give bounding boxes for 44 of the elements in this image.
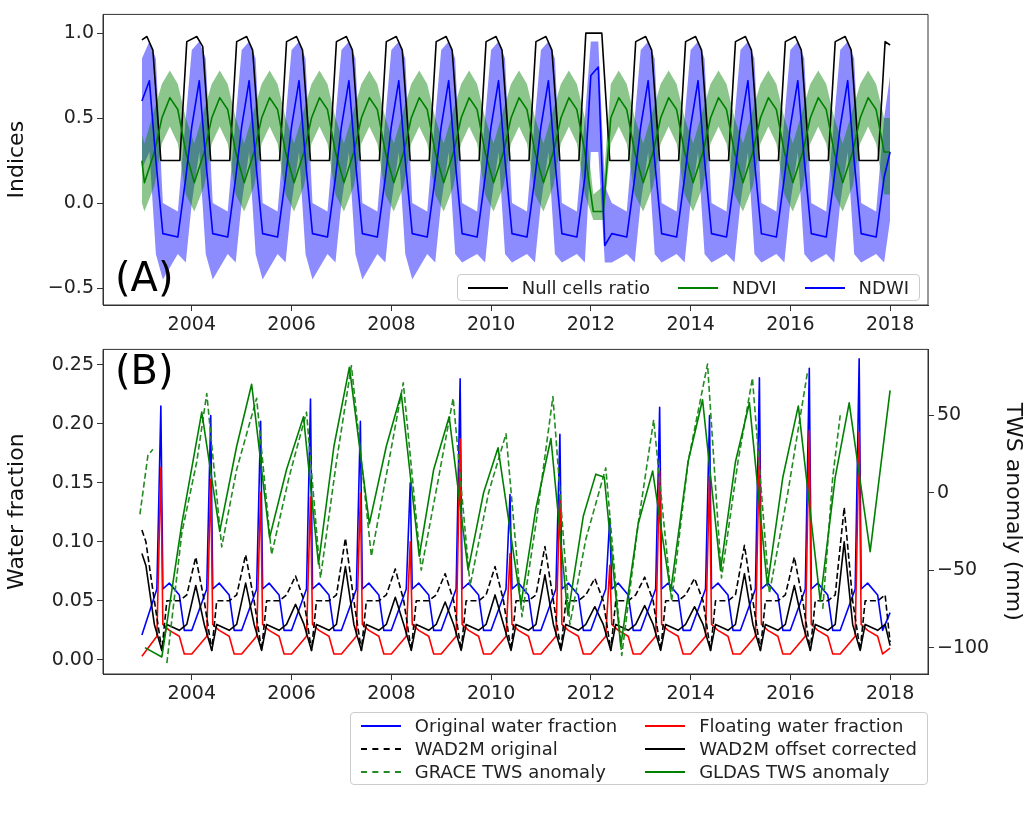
legend-label: GLDAS TWS anomaly (699, 761, 890, 782)
y-tick-label: −0.5 (47, 274, 94, 297)
x-tick-label: 2012 (566, 681, 615, 704)
y-tick-label: 0.00 (51, 646, 94, 669)
y-tick-label: 0.0 (63, 189, 94, 212)
y-tick-label: 0.20 (51, 410, 94, 433)
y-tick-label: 0.25 (51, 351, 94, 374)
y2-tick-label: 50 (937, 402, 962, 425)
legend-label: GRACE TWS anomaly (414, 761, 606, 782)
legend-label: NDVI (731, 277, 777, 298)
x-tick-label: 2012 (566, 312, 615, 335)
annotation: (B) (115, 346, 174, 393)
legend-label: NDWI (858, 277, 909, 298)
x-tick-label: 2010 (466, 681, 516, 704)
x-tick-label: 2006 (267, 312, 316, 335)
y2-tick-label: −50 (937, 557, 978, 580)
y-axis-title: Water fraction (2, 433, 28, 590)
y-tick-label: 0.10 (51, 528, 94, 551)
legend-label: WAD2M original (414, 738, 558, 759)
x-tick-label: 2014 (666, 681, 715, 704)
annotation: (A) (115, 254, 174, 301)
legend-label: Original water fraction (414, 715, 618, 736)
legend-label: Null cells ratio (521, 277, 650, 298)
x-tick-label: 2008 (367, 312, 416, 335)
legend-label: WAD2M offset corrected (699, 738, 917, 759)
y-axis-title: Indices (2, 120, 28, 199)
y-tick-label: 1.0 (63, 20, 94, 43)
y2-tick-label: −100 (937, 634, 990, 657)
y-tick-label: 0.05 (51, 587, 94, 610)
x-tick-label: 2016 (766, 681, 815, 704)
legend-label: Floating water fraction (699, 715, 904, 736)
x-tick-label: 2004 (167, 681, 216, 704)
x-tick-label: 2018 (865, 681, 915, 704)
x-tick-label: 2010 (466, 312, 516, 335)
x-tick-label: 2018 (865, 312, 915, 335)
y2-axis-title: TWS anomaly (mm) (1002, 401, 1028, 621)
y2-tick-label: 0 (937, 479, 950, 502)
y-tick-label: 0.15 (51, 469, 94, 492)
y-tick-label: 0.5 (63, 105, 94, 127)
x-tick-label: 2008 (367, 681, 416, 704)
x-tick-label: 2004 (167, 312, 216, 335)
x-tick-label: 2014 (666, 312, 715, 335)
x-tick-label: 2016 (766, 312, 815, 335)
x-tick-label: 2006 (267, 681, 316, 704)
